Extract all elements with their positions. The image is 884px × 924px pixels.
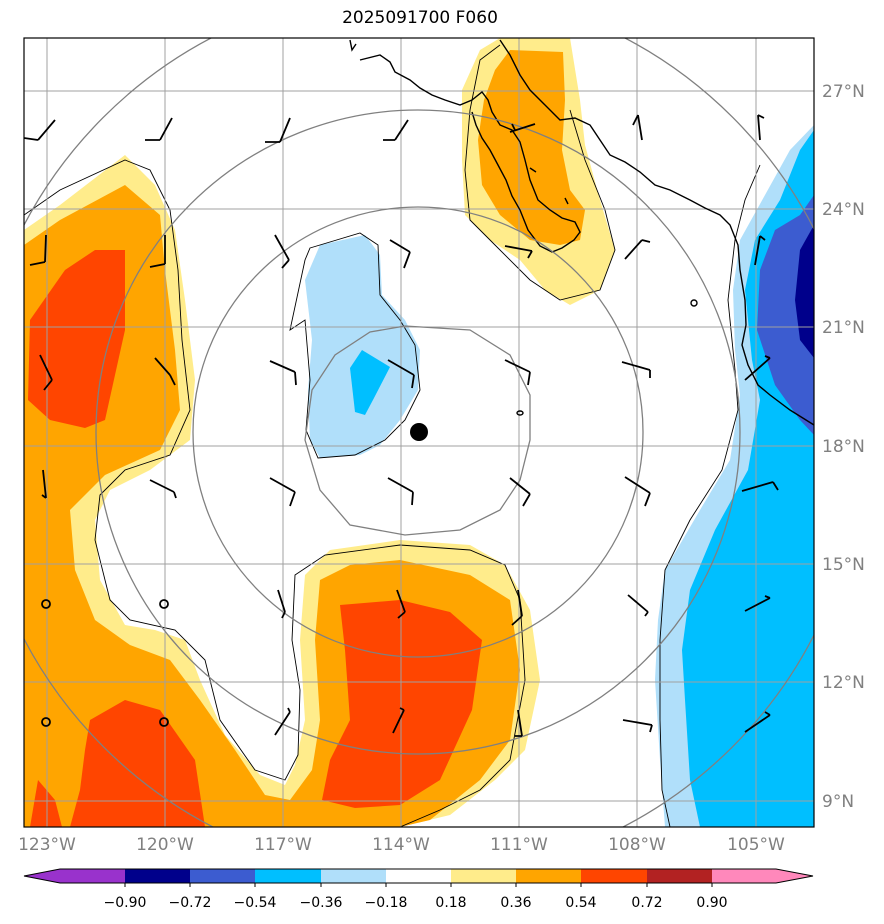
graticule [24, 38, 814, 827]
lon-tick-label: 108°W [608, 835, 666, 855]
colorbar: −0.90 −0.72 −0.54 −0.36 −0.18 0.18 0.36 … [23, 868, 814, 911]
storm-center-marker [410, 423, 428, 441]
lon-tick-label: 117°W [254, 835, 312, 855]
colorbar-label: −0.36 [300, 895, 343, 911]
lat-tick-labels: 27°N 24°N 21°N 18°N 15°N 12°N 9°N [822, 82, 865, 812]
lat-tick-label: 27°N [822, 82, 865, 102]
lon-tick-label: 105°W [727, 835, 785, 855]
map-title: 2025091700 F060 [342, 8, 498, 28]
colorbar-label: −0.90 [104, 895, 147, 911]
colorbar-label: −0.54 [234, 895, 277, 911]
lon-tick-label: 114°W [372, 835, 430, 855]
lat-tick-label: 21°N [822, 318, 865, 338]
lon-tick-label: 120°W [136, 835, 194, 855]
colorbar-label: −0.18 [365, 895, 408, 911]
colorbar-label: 0.18 [435, 895, 466, 911]
contour-positive-north [462, 38, 615, 305]
colorbar-label: 0.72 [631, 895, 662, 911]
lon-tick-labels: 123°W 120°W 117°W 114°W 111°W 108°W 105°… [18, 835, 785, 855]
range-rings [24, 38, 814, 827]
contour-positive-west [24, 155, 540, 827]
map-area [24, 38, 814, 827]
lon-tick-label: 123°W [18, 835, 76, 855]
lat-tick-label: 12°N [822, 673, 865, 693]
wind-barbs [24, 114, 779, 737]
contour-negative-east [655, 125, 814, 827]
map-frame [23, 37, 815, 828]
colorbar-label: 0.90 [696, 895, 727, 911]
lat-tick-label: 18°N [822, 437, 865, 457]
colorbar-label: 0.54 [565, 895, 596, 911]
lon-tick-label: 111°W [490, 835, 548, 855]
lat-tick-label: 15°N [822, 555, 865, 575]
colorbar-label: −0.72 [169, 895, 212, 911]
lat-tick-label: 9°N [822, 792, 854, 812]
lat-tick-label: 24°N [822, 200, 865, 220]
coastline [349, 39, 814, 426]
colorbar-label: 0.36 [500, 895, 531, 911]
contour-lines [24, 44, 761, 827]
contour-negative-center [305, 235, 420, 458]
